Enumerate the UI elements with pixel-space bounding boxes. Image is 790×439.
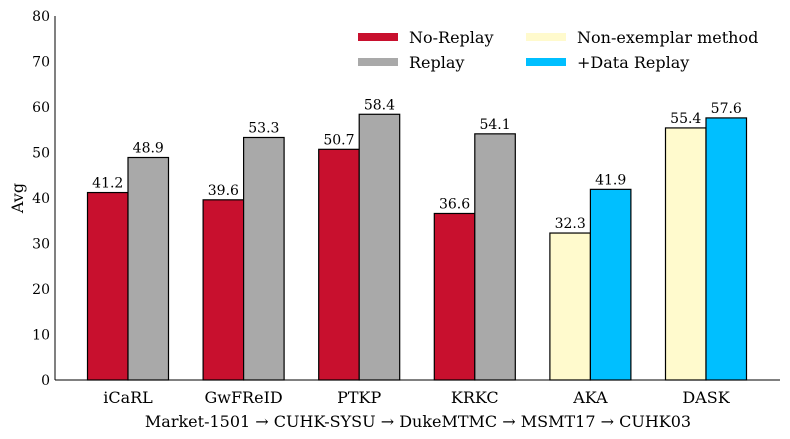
y-tick-label: 60 — [32, 100, 50, 116]
data-label: 41.9 — [595, 172, 626, 188]
y-tick-label: 20 — [32, 282, 50, 298]
bar-replay-gwfreid — [243, 136, 285, 381]
x-tick-label: DASK — [682, 388, 730, 407]
bar-replay-icarl — [127, 156, 170, 381]
legend-swatch — [358, 58, 398, 66]
y-tick-label: 0 — [41, 373, 50, 389]
legend-label: +Data Replay — [577, 53, 689, 72]
bar-no-replay-ptkp — [318, 148, 360, 381]
y-tick-label: 50 — [32, 146, 50, 162]
legend-swatch — [358, 33, 398, 41]
x-tick-label: AKA — [572, 388, 608, 407]
legend-swatch — [526, 58, 566, 66]
y-tick-label: 70 — [32, 55, 50, 71]
bar-no-replay-icarl — [86, 191, 129, 381]
data-label: 50.7 — [323, 132, 354, 148]
y-tick-label: 80 — [32, 9, 50, 25]
data-label: 41.2 — [92, 176, 123, 192]
y-tick-label: 30 — [32, 237, 50, 253]
bar-no-replay-gwfreid — [202, 199, 245, 381]
data-label: 53.3 — [248, 120, 279, 136]
legend: No-Replay Replay Non-exemplar method +Data … — [358, 28, 758, 72]
data-label: 32.3 — [555, 216, 586, 232]
x-tick-label: iCaRL — [103, 388, 153, 407]
legend-label: No-Replay — [409, 28, 494, 47]
bar-non-exemplar-method-dask — [664, 127, 707, 381]
data-label: 57.6 — [711, 101, 742, 117]
y-tick-label: 10 — [32, 328, 50, 344]
bar-replay-krkc — [474, 133, 516, 381]
y-tick-label: 40 — [32, 191, 50, 207]
data-label: 48.9 — [133, 141, 164, 157]
data-label: 54.1 — [479, 117, 510, 133]
bar-non-exemplar-method-aka — [549, 232, 592, 381]
data-label: 39.6 — [208, 183, 239, 199]
data-label: 55.4 — [670, 111, 701, 127]
bar-replay-ptkp — [358, 113, 401, 381]
bar-no-replay-krkc — [433, 212, 476, 381]
x-tick-label: GwFReID — [204, 388, 282, 407]
data-label: 58.4 — [364, 97, 395, 113]
legend-swatch — [526, 33, 566, 41]
y-axis-label: Avg — [8, 183, 27, 214]
bar--data-replay-dask — [705, 117, 748, 381]
x-tick-label: KRKC — [451, 388, 499, 407]
legend-label: Non-exemplar method — [577, 28, 758, 47]
data-label: 36.6 — [439, 196, 470, 212]
x-tick-label: PTKP — [337, 388, 381, 407]
legend-label: Replay — [409, 53, 464, 72]
bar--data-replay-aka — [589, 188, 632, 381]
x-axis-label: Market-1501 → CUHK-SYSU → DukeMTMC → MSM… — [145, 412, 691, 431]
